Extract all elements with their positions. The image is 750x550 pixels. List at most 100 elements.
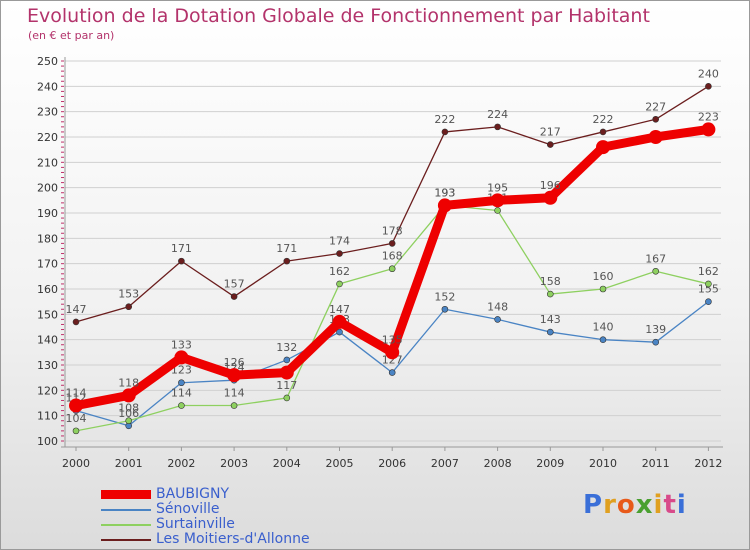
data-label: 147 xyxy=(329,303,350,316)
logo-letter: t xyxy=(663,490,677,520)
data-label: 196 xyxy=(540,179,561,192)
data-point xyxy=(705,83,712,90)
y-tick-label: 150 xyxy=(37,308,58,321)
proxiti-logo: Proxiti xyxy=(583,490,687,520)
data-label: 162 xyxy=(329,265,350,278)
data-label: 171 xyxy=(276,242,297,255)
data-point xyxy=(599,128,607,136)
x-tick-label: 2004 xyxy=(273,457,301,470)
legend-item: Sénoville xyxy=(101,502,361,517)
data-point xyxy=(441,128,449,136)
data-label: 106 xyxy=(118,407,139,420)
data-label: 139 xyxy=(645,323,666,336)
data-point xyxy=(388,265,396,273)
data-label: 152 xyxy=(434,290,455,303)
legend-label: Surtainville xyxy=(156,516,235,532)
data-point xyxy=(437,198,452,213)
data-point xyxy=(599,285,607,293)
legend-swatch xyxy=(101,490,151,499)
data-point xyxy=(125,417,132,425)
y-tick-label: 160 xyxy=(37,283,58,296)
chart-legend: BAUBIGNY Sénoville Surtainville Les Moitier… xyxy=(101,487,361,547)
logo-letter: r xyxy=(603,490,617,520)
data-label: 240 xyxy=(698,67,719,80)
data-label: 135 xyxy=(382,333,403,346)
data-point xyxy=(178,402,185,409)
y-tick-label: 100 xyxy=(37,435,58,448)
data-point xyxy=(441,305,449,313)
x-tick-label: 2008 xyxy=(484,457,512,470)
data-point xyxy=(178,379,185,387)
data-label: 178 xyxy=(382,224,403,237)
data-point xyxy=(546,141,554,148)
data-label: 224 xyxy=(487,108,508,121)
y-tick-label: 240 xyxy=(37,80,58,93)
data-label: 195 xyxy=(487,181,508,194)
y-tick-label: 180 xyxy=(37,232,58,245)
data-label: 123 xyxy=(171,364,192,377)
data-point xyxy=(72,318,80,326)
data-label: 108 xyxy=(118,402,139,415)
legend-item: Les Moitiers-d'Allonne xyxy=(101,532,361,547)
data-label: 167 xyxy=(645,252,666,265)
x-tick-label: 2006 xyxy=(378,457,406,470)
data-point xyxy=(599,336,607,343)
data-label: 222 xyxy=(434,113,455,126)
data-point xyxy=(490,193,505,208)
data-label: 217 xyxy=(540,126,561,139)
x-tick-label: 2007 xyxy=(431,457,459,470)
data-point xyxy=(652,338,660,346)
data-label: 104 xyxy=(66,412,87,425)
y-tick-label: 170 xyxy=(37,258,58,271)
logo-letter: P xyxy=(583,490,604,520)
data-label: 155 xyxy=(698,283,719,296)
y-tick-label: 140 xyxy=(37,334,58,347)
x-tick-label: 2009 xyxy=(536,457,564,470)
data-point xyxy=(705,298,712,305)
data-point xyxy=(125,303,132,311)
y-tick-label: 230 xyxy=(37,106,58,119)
y-tick-label: 130 xyxy=(37,359,58,372)
data-label: 114 xyxy=(224,387,245,400)
data-label: 158 xyxy=(540,275,561,288)
data-label: 193 xyxy=(434,186,455,199)
data-point xyxy=(701,122,716,137)
data-label: 193 xyxy=(434,186,455,199)
data-point xyxy=(121,388,136,403)
data-point xyxy=(178,257,185,265)
data-label: 126 xyxy=(224,356,245,369)
y-tick-label: 190 xyxy=(37,207,58,220)
data-label: 153 xyxy=(118,288,139,301)
data-point xyxy=(705,280,712,288)
data-label: 168 xyxy=(382,250,403,263)
data-point xyxy=(72,427,80,435)
data-point xyxy=(336,328,343,336)
x-tick-label: 2002 xyxy=(167,457,195,470)
legend-swatch xyxy=(101,538,151,541)
data-label: 114 xyxy=(171,387,192,400)
data-point xyxy=(652,115,660,123)
y-tick-label: 210 xyxy=(37,156,58,169)
data-point xyxy=(648,130,663,144)
logo-letter: i xyxy=(653,490,664,520)
data-label: 133 xyxy=(171,338,192,351)
legend-swatch xyxy=(101,523,151,526)
x-tick-label: 2011 xyxy=(642,457,670,470)
data-point xyxy=(494,207,501,214)
y-tick-label: 120 xyxy=(37,384,58,397)
data-label: 117 xyxy=(276,379,297,392)
y-tick-label: 220 xyxy=(37,131,58,144)
data-point xyxy=(283,394,291,402)
data-point xyxy=(332,314,347,329)
chart-subtitle: (en € et par an) xyxy=(28,29,115,42)
data-label: 118 xyxy=(118,376,139,389)
data-point xyxy=(174,350,189,365)
data-point xyxy=(652,267,660,275)
logo-letter: o xyxy=(616,490,636,520)
x-tick-label: 2010 xyxy=(589,457,617,470)
data-label: 148 xyxy=(487,300,508,313)
data-label: 160 xyxy=(593,270,614,283)
data-label: 147 xyxy=(66,303,87,316)
legend-swatch xyxy=(101,508,151,511)
